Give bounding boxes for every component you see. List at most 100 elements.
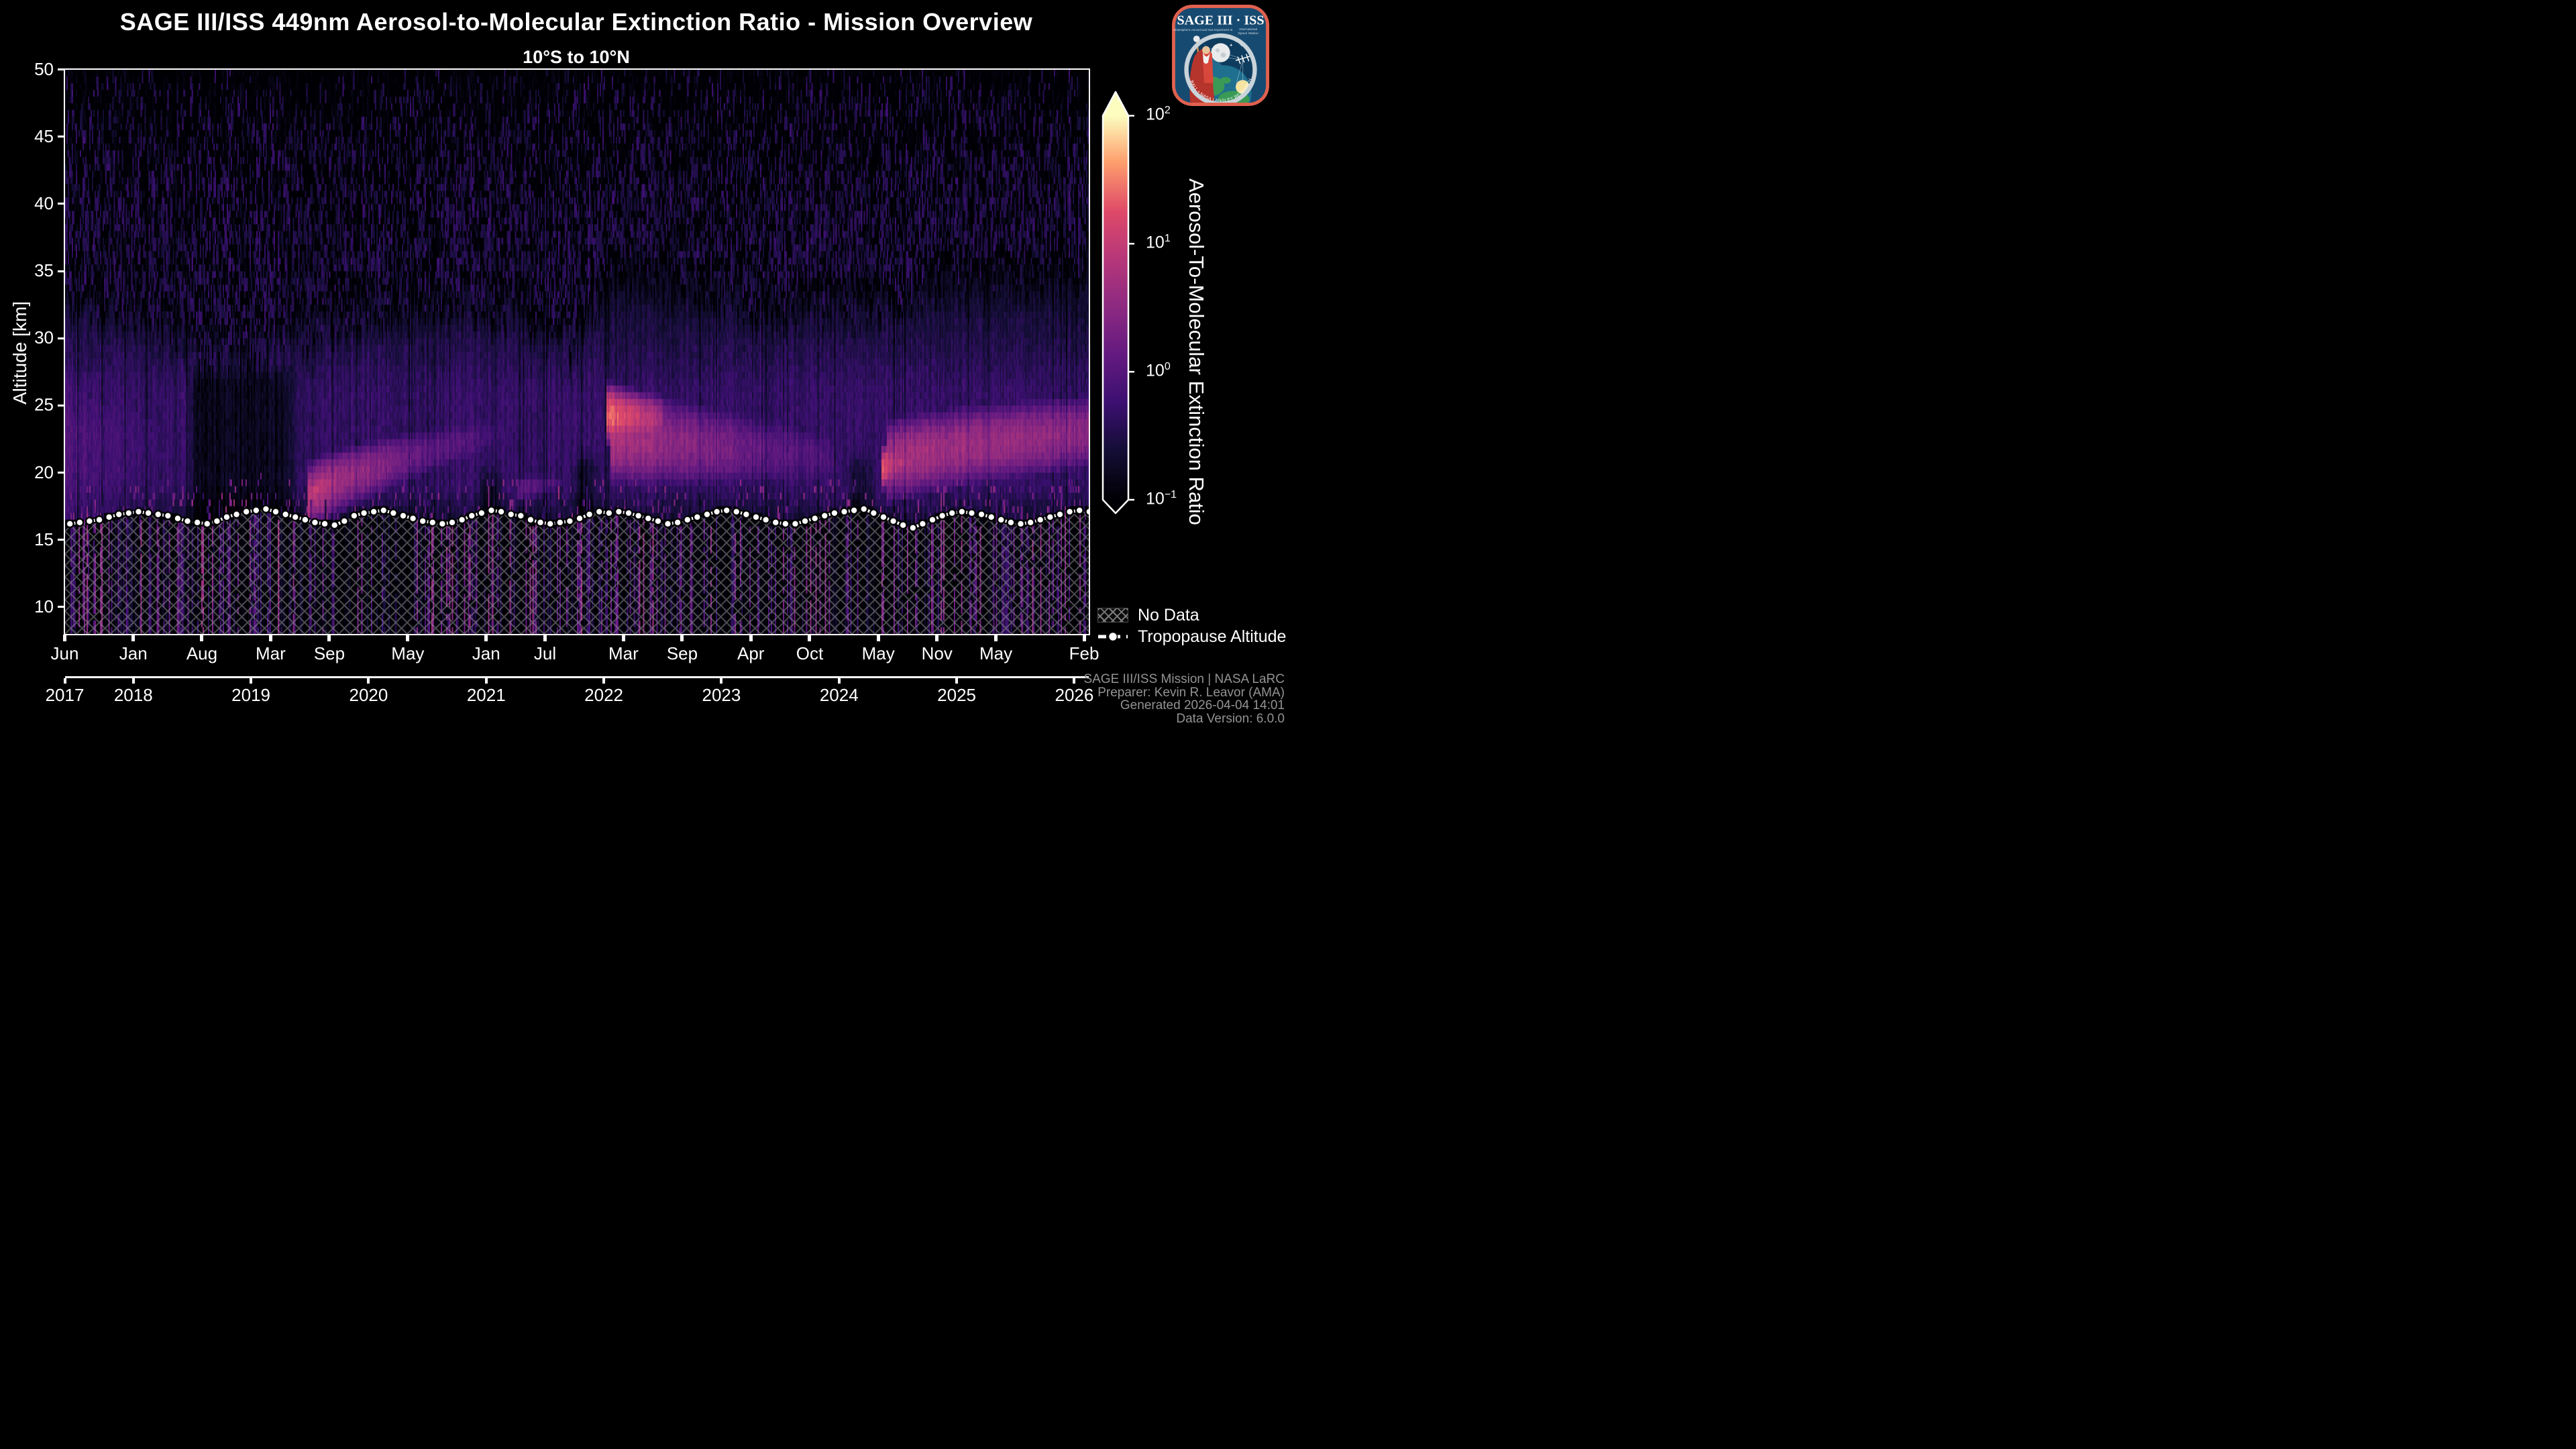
logo-moon bbox=[1211, 43, 1230, 62]
month-tick-mark bbox=[749, 634, 753, 641]
legend-row-no-data: No Data bbox=[1097, 604, 1286, 626]
year-tick-label: 2026 bbox=[1055, 685, 1094, 705]
y-tick-mark bbox=[57, 539, 64, 541]
y-tick-label: 50 bbox=[34, 58, 54, 79]
month-tick-label: Nov bbox=[921, 643, 953, 663]
legend-row-tropopause: Tropopause Altitude bbox=[1097, 626, 1286, 647]
legend: No Data Tropopause Altitude bbox=[1097, 604, 1286, 647]
logo-sight-lines bbox=[1210, 48, 1244, 83]
month-tick-mark bbox=[680, 634, 684, 641]
month-tick-label: Mar bbox=[608, 643, 639, 663]
logo-subtitle-right-1: International bbox=[1239, 28, 1257, 32]
colorbar-tick-1: 100 bbox=[1146, 361, 1171, 380]
y-tick-mark bbox=[57, 472, 64, 474]
y-tick-mark bbox=[57, 136, 64, 138]
month-tick-label: May bbox=[979, 643, 1013, 663]
year-axis-line bbox=[64, 676, 1089, 678]
month-tick-mark bbox=[406, 634, 410, 641]
year-tick-mark bbox=[1073, 678, 1076, 684]
y-tick-label: 40 bbox=[34, 193, 54, 213]
year-tick-mark bbox=[484, 678, 488, 684]
month-tick-label: Jul bbox=[533, 643, 557, 663]
year-tick-mark bbox=[720, 678, 723, 684]
y-tick-label: 45 bbox=[34, 125, 54, 146]
colorbar-label: Aerosol-To-Molecular Extinction Ratio bbox=[1185, 178, 1208, 525]
year-tick-mark bbox=[250, 678, 253, 684]
year-tick-label: 2022 bbox=[584, 685, 623, 705]
month-tick-mark bbox=[808, 634, 812, 641]
month-tick-mark bbox=[327, 634, 331, 641]
month-tick-label: Sep bbox=[313, 643, 345, 663]
logo-iss bbox=[1235, 54, 1251, 64]
legend-label-no-data: No Data bbox=[1138, 605, 1199, 625]
month-tick-label: Feb bbox=[1069, 643, 1099, 663]
heatmap-canvas bbox=[64, 69, 1089, 634]
month-tick-mark bbox=[935, 634, 939, 641]
colorbar-tick-100: 102 bbox=[1146, 105, 1171, 124]
year-tick-mark bbox=[837, 678, 841, 684]
month-tick-mark bbox=[621, 634, 625, 641]
y-tick-mark bbox=[57, 337, 64, 339]
year-tick-mark bbox=[367, 678, 370, 684]
year-tick-label: 2017 bbox=[45, 685, 85, 705]
y-tick-label: 10 bbox=[34, 596, 54, 616]
year-tick-mark bbox=[63, 678, 66, 684]
year-tick-label: 2021 bbox=[466, 685, 506, 705]
figure-title: SAGE III/ISS 449nm Aerosol-to-Molecular … bbox=[119, 8, 1033, 36]
colorbar-tick-10: 101 bbox=[1146, 233, 1171, 252]
year-tick-label: 2023 bbox=[702, 685, 741, 705]
footer-credits: SAGE III/ISS Mission | NASA LaRC Prepare… bbox=[1083, 673, 1285, 725]
colorbar-tick-0p1: 10−1 bbox=[1146, 489, 1177, 508]
footer-generated: Generated 2026-04-04 14:01 bbox=[1120, 698, 1285, 712]
month-tick-label: Jan bbox=[472, 643, 500, 663]
figure-subtitle: 10°S to 10°N bbox=[523, 47, 630, 67]
month-tick-label: Apr bbox=[737, 643, 765, 663]
y-tick-mark bbox=[57, 404, 64, 407]
month-tick-mark bbox=[994, 634, 998, 641]
month-tick-mark bbox=[131, 634, 136, 641]
month-tick-mark bbox=[543, 634, 547, 641]
year-tick-label: 2019 bbox=[231, 685, 270, 705]
month-tick-label: Sep bbox=[666, 643, 698, 663]
logo-title: SAGE III · ISS bbox=[1177, 13, 1264, 28]
footer-preparer: Preparer: Kevin R. Leavor (AMA) bbox=[1097, 685, 1285, 700]
year-tick-label: 2018 bbox=[113, 685, 153, 705]
y-tick-mark bbox=[57, 68, 64, 70]
month-tick-mark bbox=[1082, 634, 1086, 641]
colorbar-tick-marks bbox=[1128, 115, 1134, 501]
logo-subtitle-left: Stratospheric Aerosol and Gas Experiment… bbox=[1173, 28, 1232, 32]
logo-ring bbox=[1184, 33, 1257, 103]
tropopause-line-swatch bbox=[1098, 631, 1128, 642]
y-tick-mark bbox=[57, 270, 64, 272]
footer-data-version: Data Version: 6.0.0 bbox=[1176, 711, 1285, 726]
year-tick-label: 2025 bbox=[937, 685, 977, 705]
month-tick-label: May bbox=[861, 643, 895, 663]
y-axis-label: Altitude [km] bbox=[9, 301, 30, 405]
no-data-hatch-swatch bbox=[1097, 608, 1128, 623]
month-tick-mark bbox=[200, 634, 204, 641]
year-tick-mark bbox=[955, 678, 959, 684]
month-tick-mark bbox=[268, 634, 272, 641]
colorbar-gradient-bar bbox=[1102, 91, 1130, 515]
y-tick-label: 25 bbox=[34, 394, 54, 415]
y-tick-label: 30 bbox=[34, 327, 54, 348]
y-tick-label: 15 bbox=[34, 529, 54, 549]
footer-mission: SAGE III/ISS Mission | NASA LaRC bbox=[1083, 672, 1285, 686]
y-tick-label: 35 bbox=[34, 260, 54, 281]
sage-iss-logo-patch: BALL • NASA LANGLEY RESEARCH CENTER • TA… bbox=[1171, 5, 1270, 106]
month-tick-label: Jun bbox=[50, 643, 79, 663]
year-tick-mark bbox=[131, 678, 135, 684]
month-tick-label: Mar bbox=[255, 643, 286, 663]
month-tick-mark bbox=[484, 634, 488, 641]
y-tick-mark bbox=[57, 203, 64, 205]
colorbar bbox=[1102, 91, 1134, 515]
month-tick-mark bbox=[876, 634, 880, 641]
year-tick-label: 2024 bbox=[819, 685, 859, 705]
y-tick-mark bbox=[57, 606, 64, 608]
logo-subtitle-right-2: Space Station bbox=[1238, 32, 1258, 36]
month-tick-label: Jan bbox=[119, 643, 148, 663]
month-tick-label: Aug bbox=[186, 643, 218, 663]
month-tick-label: Oct bbox=[796, 643, 824, 663]
month-tick-mark bbox=[63, 634, 66, 641]
month-tick-label: May bbox=[391, 643, 425, 663]
